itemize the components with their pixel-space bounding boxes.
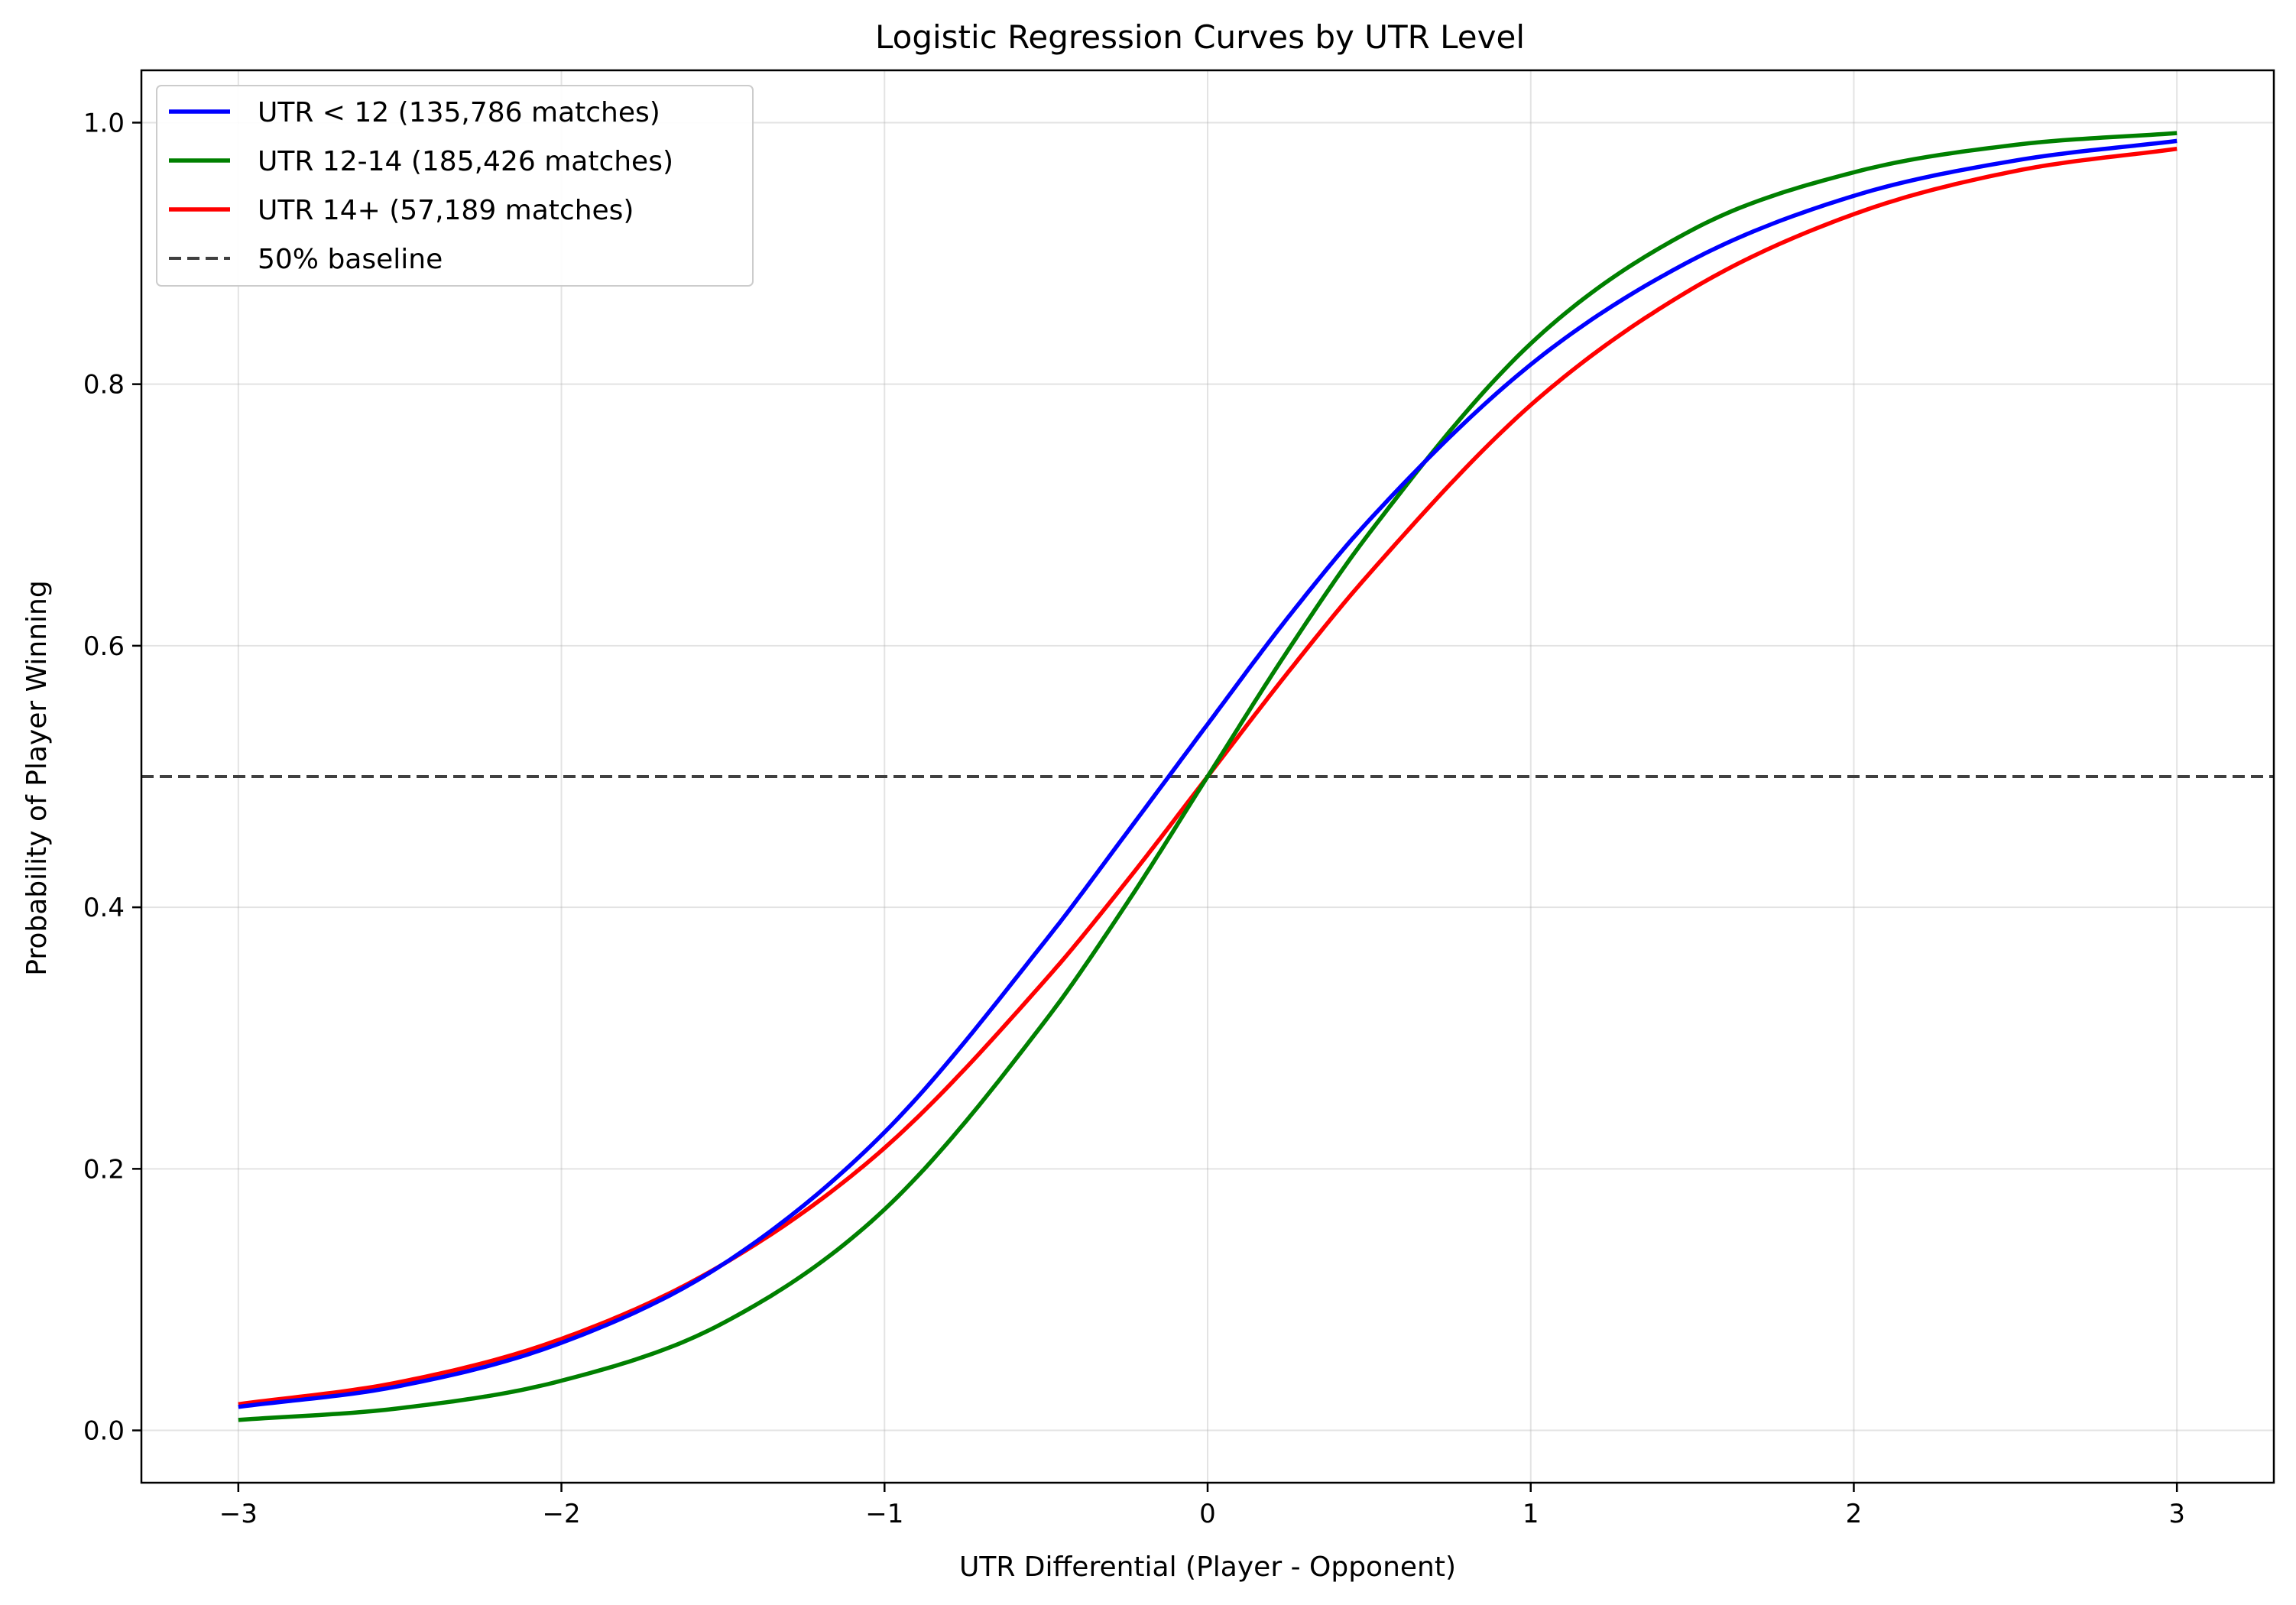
x-tick-label-0: −3	[219, 1499, 258, 1529]
legend: UTR < 12 (135,786 matches) UTR 12-14 (185…	[156, 85, 754, 287]
legend-label-1: UTR 12-14 (185,426 matches)	[258, 146, 673, 177]
series-line-1	[238, 131, 2178, 1422]
legend-label-0: UTR < 12 (135,786 matches)	[258, 97, 660, 128]
x-tick-label-4: 1	[1523, 1499, 1539, 1529]
legend-label-2: UTR 14+ (57,189 matches)	[258, 195, 634, 226]
y-tick-label-2: 0.4	[83, 893, 125, 923]
series-lines	[141, 131, 2274, 1422]
x-tick-label-6: 3	[2168, 1499, 2185, 1529]
x-tick-label-5: 2	[1846, 1499, 1863, 1529]
y-tick-label-3: 0.6	[83, 631, 125, 662]
y-tick-label-5: 1.0	[83, 108, 125, 138]
y-axis-ticks: 0.0 0.2 0.4 0.6 0.8 1.0	[83, 108, 141, 1447]
y-tick-label-4: 0.8	[83, 370, 125, 400]
x-tick-label-3: 0	[1199, 1499, 1216, 1529]
y-tick-label-0: 0.0	[83, 1416, 125, 1447]
x-tick-label-1: −2	[542, 1499, 580, 1529]
series-line-0	[238, 138, 2178, 1409]
x-axis-ticks: −3 −2 −1 0 1 2 3	[219, 1483, 2185, 1529]
x-axis-label: UTR Differential (Player - Opponent)	[959, 1552, 1456, 1583]
y-axis-label: Probability of Player Winning	[21, 580, 53, 975]
legend-label-3: 50% baseline	[258, 244, 443, 275]
chart-title: Logistic Regression Curves by UTR Level	[875, 18, 1525, 56]
legend-box	[156, 85, 754, 287]
y-tick-label-1: 0.2	[83, 1154, 125, 1185]
x-tick-label-2: −1	[865, 1499, 903, 1529]
